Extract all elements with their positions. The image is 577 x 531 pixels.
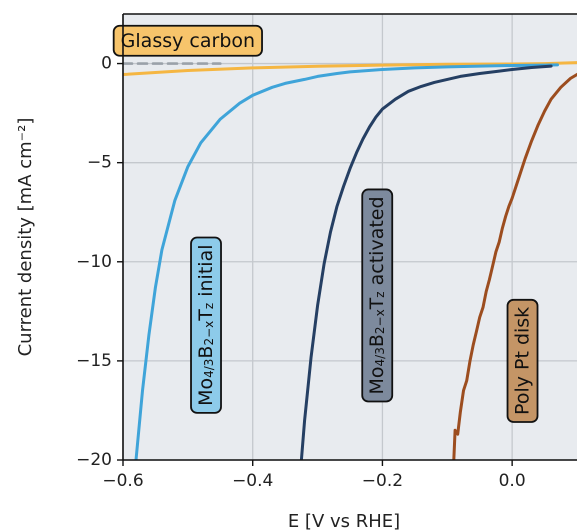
annotation-activated: Mo4/3B2−xTz activated xyxy=(361,188,394,403)
annotation-text-initial: Mo4/3B2−xTz initial xyxy=(195,245,217,406)
tick-labels: −0.6 −0.4 −0.2 0.0 0 −5 −10 −15 −20 xyxy=(76,54,526,491)
annotation-part: initial xyxy=(195,245,217,303)
series-line-activated xyxy=(299,64,553,460)
x-tick-label: −0.2 xyxy=(362,471,403,491)
annotation-part: z xyxy=(202,303,216,309)
annotation-part: Mo xyxy=(366,366,388,394)
series-line-initial xyxy=(134,63,559,460)
annotation-box-pt xyxy=(506,298,539,423)
annotation-part: 2−x xyxy=(373,309,387,334)
annotation-part: activated xyxy=(366,196,388,291)
annotation-glassy: Glassy carbon xyxy=(112,24,263,57)
annotation-part: z xyxy=(373,291,387,297)
annotation-text-activated: Mo4/3B2−xTz activated xyxy=(366,196,388,394)
y-tick-label: −5 xyxy=(87,153,112,173)
y-axis-label: Current density [mA cm⁻²] xyxy=(15,118,36,357)
series-layer xyxy=(123,61,577,460)
y-tick-label: −10 xyxy=(76,252,112,272)
annotation-pt: Poly Pt disk xyxy=(506,298,539,423)
x-tick-label: −0.6 xyxy=(102,471,143,491)
annotation-text-glassy: Glassy carbon xyxy=(121,30,255,52)
annotation-part: 4/3 xyxy=(202,359,216,378)
annotation-text-pt: Poly Pt disk xyxy=(512,307,534,415)
annotation-part: B xyxy=(366,334,388,347)
y-tick-label: −15 xyxy=(76,351,112,371)
annotation-part: 2−x xyxy=(202,321,216,346)
annotation-initial: Mo4/3B2−xTz initial xyxy=(190,236,222,414)
y-tick-label: −20 xyxy=(76,450,112,470)
x-tick-label: −0.4 xyxy=(232,471,273,491)
annotation-part: Mo xyxy=(195,378,217,406)
series-line-pt xyxy=(452,73,577,460)
annotation-box-activated xyxy=(361,188,394,403)
annotation-part: T xyxy=(366,297,388,310)
annotation-box-glassy xyxy=(112,24,263,57)
annotation-part: B xyxy=(195,346,217,359)
annotation-part: T xyxy=(195,309,217,322)
annotation-box-initial xyxy=(190,236,222,414)
x-tick-label: 0.0 xyxy=(499,471,526,491)
annotation-part: 4/3 xyxy=(373,347,387,366)
y-tick-label: 0 xyxy=(101,54,112,74)
axes xyxy=(122,13,577,461)
x-axis-label: E [V vs RHE] xyxy=(288,511,400,531)
